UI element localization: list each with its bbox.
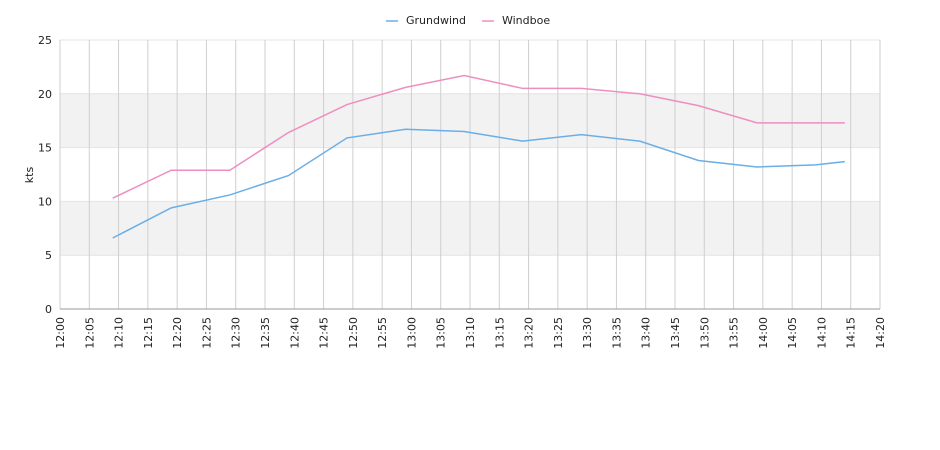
x-tick-label: 13:00 [405,317,418,349]
x-tick-label: 12:00 [54,317,67,349]
x-tick-label: 13:35 [610,317,623,349]
x-tick-label: 12:55 [376,317,389,349]
x-tick-label: 14:15 [845,317,858,349]
x-tick-label: 12:25 [200,317,213,349]
y-tick-label: 25 [38,34,52,47]
legend-label: Windboe [502,14,550,27]
x-tick-label: 12:45 [318,317,331,349]
x-tick-label: 12:50 [347,317,360,349]
x-tick-label: 13:10 [464,317,477,349]
data-line [112,128,845,239]
x-tick-label: 12:20 [171,317,184,349]
x-tick-label: 13:25 [552,317,565,349]
y-tick-label: 15 [38,142,52,155]
legend-label: Grundwind [406,14,466,27]
x-tick-label: 14:00 [757,317,770,349]
x-tick-label: 14:20 [874,317,887,349]
x-tick-label: 13:30 [581,317,594,349]
x-tick-label: 13:15 [493,317,506,349]
x-tick-label: 12:05 [83,317,96,349]
x-tick-label: 13:20 [523,317,536,349]
x-tick-label: 13:45 [669,317,682,349]
x-tick-label: 12:15 [142,317,155,349]
y-tick-label: 0 [45,303,52,316]
x-tick-label: 13:05 [435,317,448,349]
data-line [112,74,845,199]
x-tick-label: 14:05 [786,317,799,349]
x-tick-label: 13:55 [728,317,741,349]
y-tick-label: 10 [38,195,52,208]
x-tick-label: 12:40 [288,317,301,349]
x-tick-label: 12:10 [113,317,126,349]
x-tick-label: 12:35 [259,317,272,349]
x-tick-label: 13:40 [640,317,653,349]
x-tick-label: 12:30 [230,317,243,349]
x-tick-label: 14:10 [815,317,828,349]
y-axis-label: kts [23,167,36,184]
y-tick-label: 5 [45,249,52,262]
x-tick-label: 13:50 [698,317,711,349]
y-tick-label: 20 [38,88,52,101]
